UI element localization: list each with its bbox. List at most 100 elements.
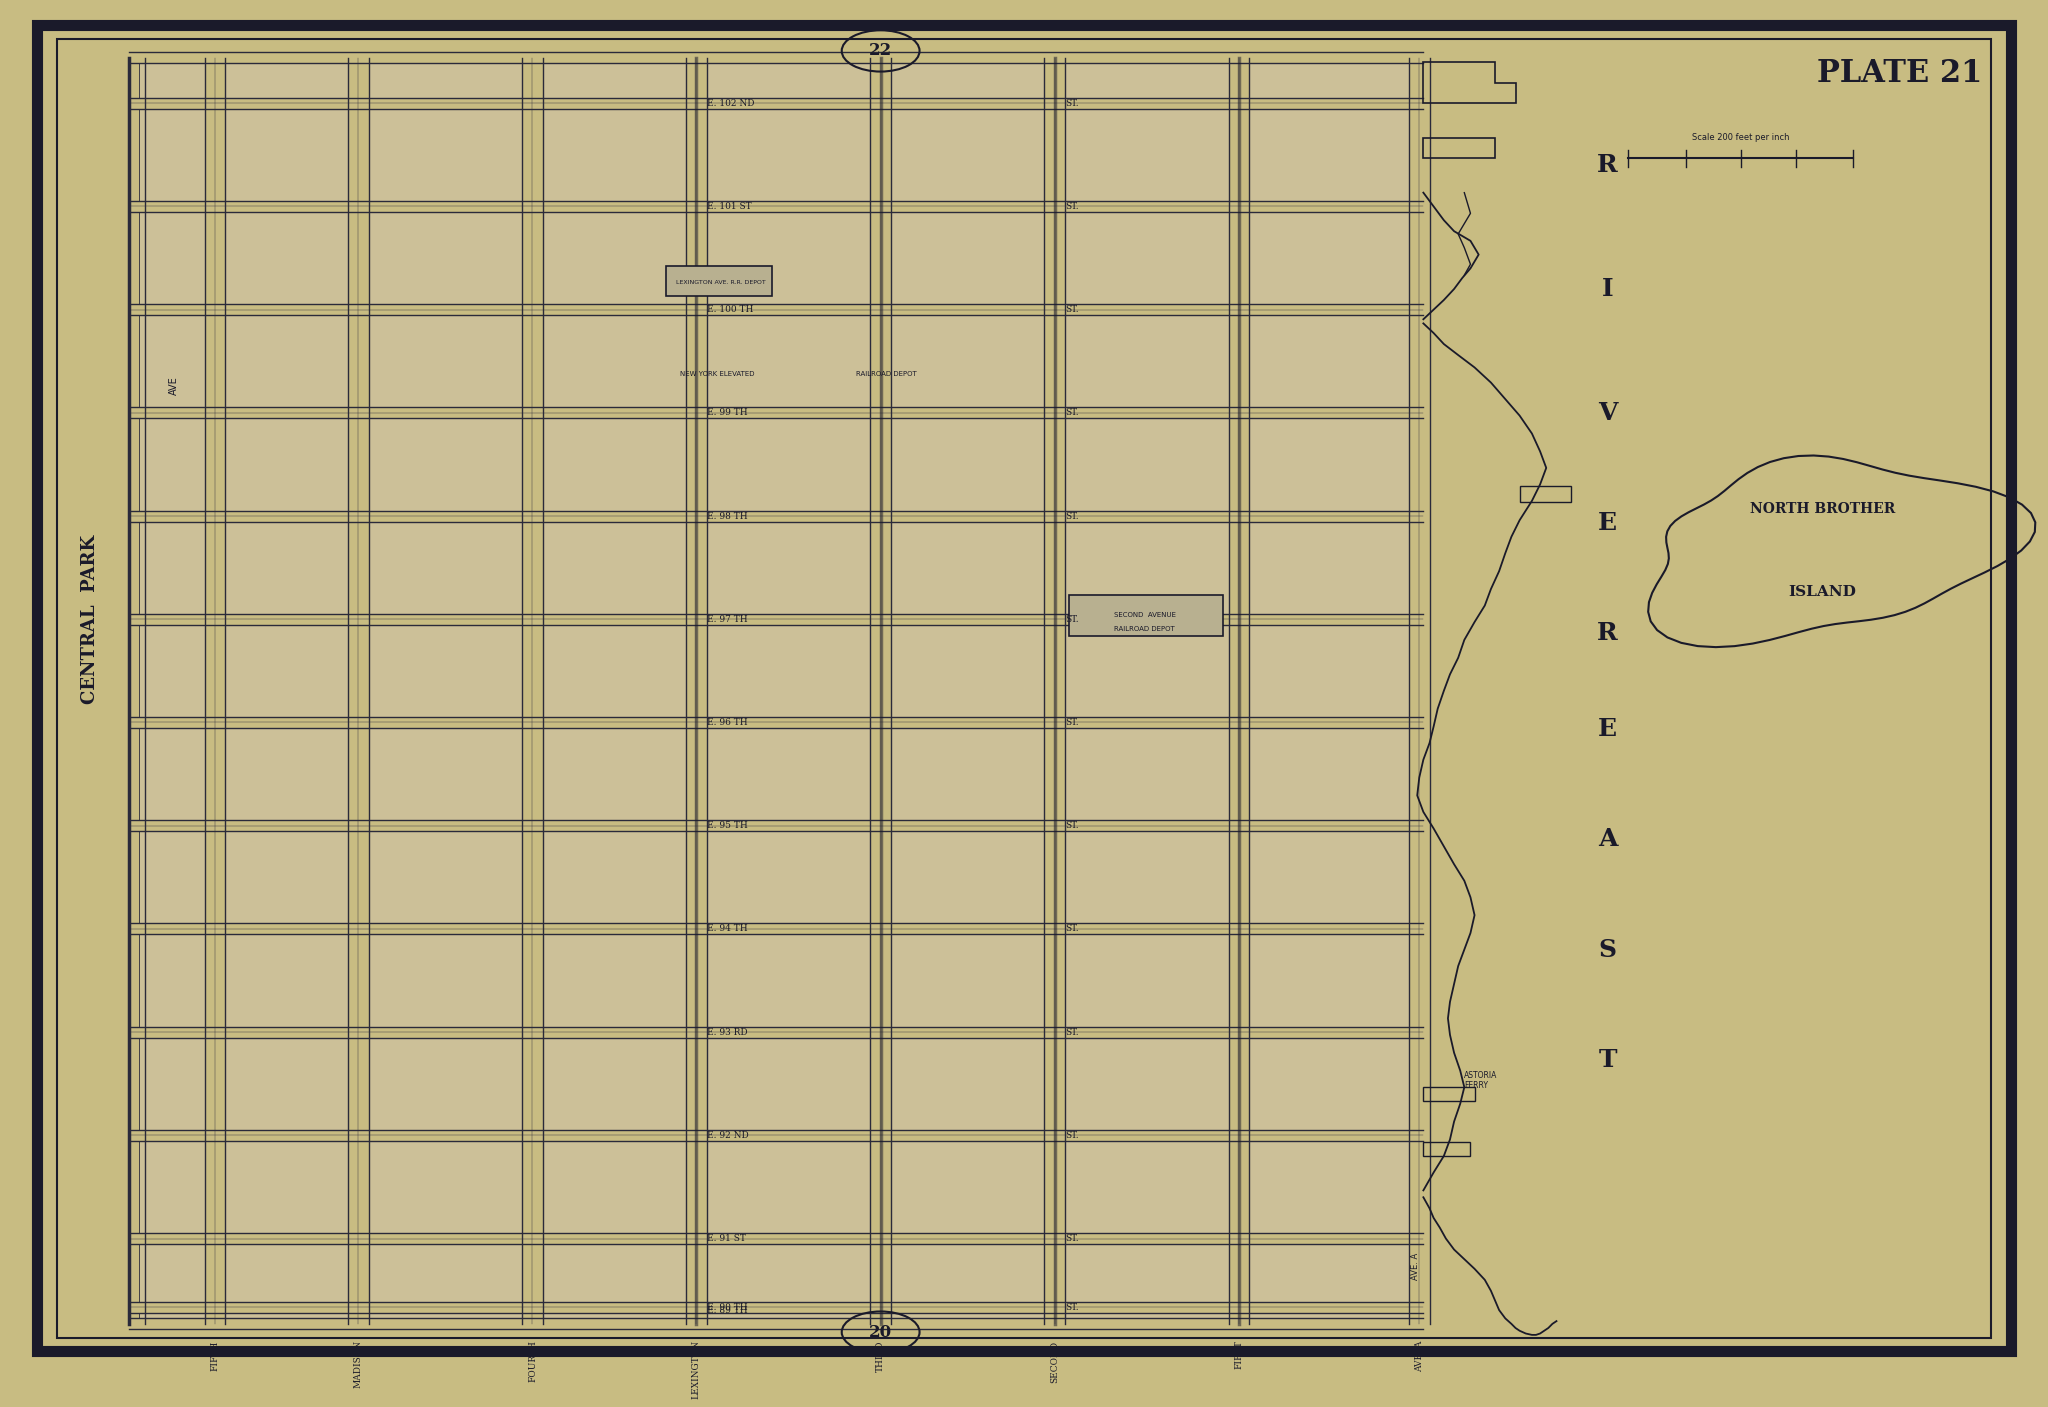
Bar [369, 1244, 522, 1301]
Bar [707, 315, 870, 408]
Text: AVE: AVE [170, 376, 178, 395]
Bar [707, 522, 870, 613]
Text: 22: 22 [868, 42, 893, 59]
Bar [707, 1313, 870, 1318]
Bar [369, 522, 522, 613]
Bar [139, 1244, 205, 1301]
Text: Scale 200 feet per inch: Scale 200 feet per inch [1692, 132, 1790, 142]
Bar [225, 625, 348, 718]
Text: S: S [1599, 937, 1616, 961]
Bar [369, 934, 522, 1027]
Bar [139, 1037, 205, 1130]
Bar [891, 727, 1044, 820]
Bar [707, 1037, 870, 1130]
Bar [369, 1141, 522, 1233]
Bar [543, 625, 686, 718]
Bar [891, 1313, 1044, 1318]
Bar [369, 63, 522, 97]
Text: ST.: ST. [1065, 408, 1079, 418]
Bar [139, 1141, 205, 1233]
Bar [543, 934, 686, 1027]
Bar [1065, 727, 1229, 820]
Text: ST.: ST. [1065, 98, 1079, 108]
Bar [891, 212, 1044, 304]
Bar [1249, 1313, 1409, 1318]
Bar [891, 108, 1044, 201]
Bar [1249, 1141, 1409, 1233]
Bar [1249, 315, 1409, 408]
Bar [1249, 418, 1409, 511]
Text: V: V [1597, 401, 1618, 425]
Text: SECOND  AVENUE: SECOND AVENUE [1114, 612, 1176, 618]
Bar [225, 522, 348, 613]
Bar [707, 1244, 870, 1301]
Bar [225, 832, 348, 923]
Text: E. 96 TH: E. 96 TH [707, 718, 748, 727]
Bar [139, 63, 205, 97]
Bar [1249, 832, 1409, 923]
Text: ST.: ST. [1065, 1131, 1079, 1140]
Text: ISLAND: ISLAND [1788, 585, 1858, 599]
Bar [543, 522, 686, 613]
Bar [1065, 934, 1229, 1027]
Text: ST.: ST. [1065, 1234, 1079, 1242]
Text: PLATE 21: PLATE 21 [1817, 58, 1982, 89]
Text: E. 90 TH: E. 90 TH [707, 1303, 748, 1311]
Text: FIRST: FIRST [1235, 1341, 1243, 1369]
Bar [225, 727, 348, 820]
Text: MADISON: MADISON [354, 1341, 362, 1389]
Bar [139, 832, 205, 923]
Text: ST.: ST. [1065, 924, 1079, 933]
Bar [1065, 1313, 1229, 1318]
Bar [225, 212, 348, 304]
Text: T: T [1597, 1048, 1618, 1072]
Bar [225, 1037, 348, 1130]
Bar [1249, 934, 1409, 1027]
Text: E. 99 TH: E. 99 TH [707, 408, 748, 418]
Bar [139, 1313, 205, 1318]
Bar [543, 1244, 686, 1301]
Bar [1249, 1037, 1409, 1130]
Bar [369, 1313, 522, 1318]
Bar [707, 212, 870, 304]
Text: ST.: ST. [1065, 1303, 1079, 1311]
Bar [891, 63, 1044, 97]
Bar [1249, 1244, 1409, 1301]
Bar [225, 108, 348, 201]
Bar [543, 1037, 686, 1130]
Bar [139, 934, 205, 1027]
Bar [369, 1037, 522, 1130]
Bar [225, 315, 348, 408]
Text: ST.: ST. [1065, 305, 1079, 314]
Bar [891, 522, 1044, 613]
Bar [1249, 727, 1409, 820]
Bar [139, 315, 205, 408]
Bar [891, 1037, 1044, 1130]
Polygon shape [1649, 456, 2036, 647]
Bar [707, 418, 870, 511]
Bar [369, 418, 522, 511]
Bar [225, 63, 348, 97]
Bar [891, 1141, 1044, 1233]
Text: FIFTH: FIFTH [211, 1341, 219, 1370]
Bar [1065, 315, 1229, 408]
Bar [1065, 1141, 1229, 1233]
Bar [543, 63, 686, 97]
Text: NORTH BROTHER: NORTH BROTHER [1751, 502, 1894, 516]
Text: E: E [1597, 511, 1618, 535]
Bar [139, 418, 205, 511]
Text: E. 93 RD: E. 93 RD [707, 1027, 748, 1037]
Text: RAILROAD DEPOT: RAILROAD DEPOT [856, 371, 918, 377]
Bar [225, 934, 348, 1027]
Text: E. 94 TH: E. 94 TH [707, 924, 748, 933]
Bar [707, 1141, 870, 1233]
Bar [225, 1244, 348, 1301]
Bar [369, 212, 522, 304]
Bar [891, 832, 1044, 923]
Text: ASTORIA
FERRY: ASTORIA FERRY [1464, 1071, 1497, 1090]
Text: E. 92 ND: E. 92 ND [707, 1131, 748, 1140]
Bar [225, 418, 348, 511]
Bar [707, 727, 870, 820]
Bar [225, 1141, 348, 1233]
Bar [891, 418, 1044, 511]
